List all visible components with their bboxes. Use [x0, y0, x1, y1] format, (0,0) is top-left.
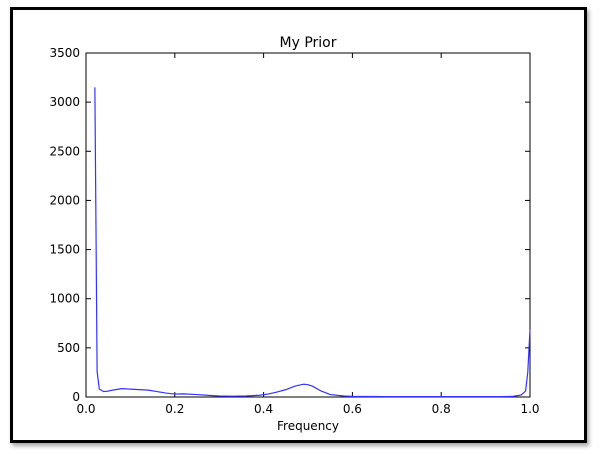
x-tick-label: 0.0: [76, 402, 95, 416]
series-line: [94, 87, 531, 398]
y-tick-label: 1000: [49, 292, 80, 306]
series-group: [94, 87, 531, 398]
x-tick-label: 1.0: [520, 402, 539, 416]
y-axis-ticks: 0 500 1000 1500 2000 2500 3000 3500: [49, 46, 530, 404]
chart-title: My Prior: [280, 35, 337, 51]
figure-frame: [10, 7, 587, 443]
y-tick-label: 2500: [49, 144, 80, 158]
x-tick-label: 0.4: [254, 402, 273, 416]
x-tick-label: 0.8: [432, 402, 451, 416]
y-tick-label: 2000: [49, 193, 80, 207]
x-tick-label: 0.6: [343, 402, 362, 416]
y-tick-label: 3000: [49, 95, 80, 109]
y-tick-label: 1500: [49, 243, 80, 257]
plot-area: [85, 52, 531, 398]
y-tick-label: 3500: [49, 46, 80, 60]
y-tick-label: 0: [72, 390, 80, 404]
x-axis-ticks: 0.0 0.2 0.4 0.6 0.8 1.0: [76, 53, 540, 416]
x-axis-title: Frequency: [277, 419, 339, 433]
y-tick-label: 500: [57, 341, 80, 355]
x-tick-label: 0.2: [165, 402, 184, 416]
